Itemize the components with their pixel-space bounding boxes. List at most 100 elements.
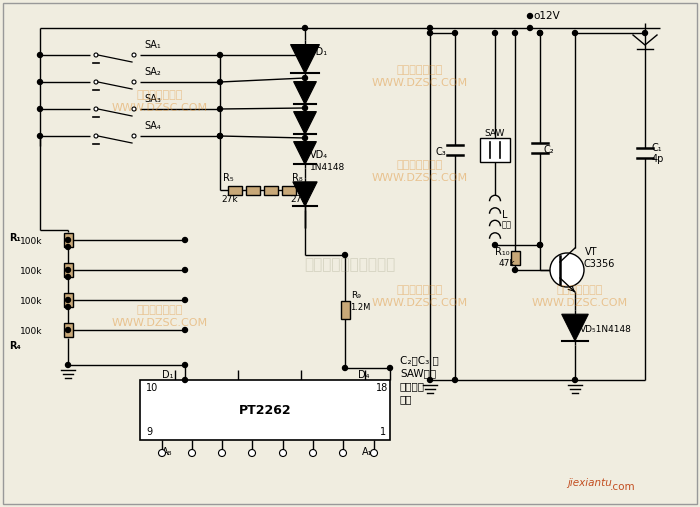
Bar [264,186,278,195]
Bar [340,301,349,319]
Circle shape [218,53,223,57]
Circle shape [132,53,136,57]
Bar [480,138,510,162]
Text: 选用: 选用 [400,394,412,404]
Circle shape [302,135,307,140]
Circle shape [66,305,71,309]
Circle shape [218,133,223,138]
Text: 维库电子市场网: 维库电子市场网 [556,285,603,295]
Text: 18: 18 [376,383,389,393]
Circle shape [66,244,71,249]
Circle shape [218,80,223,85]
Text: 所用频率: 所用频率 [400,381,425,391]
Text: .com: .com [610,482,636,492]
Circle shape [188,450,195,456]
Text: 27k: 27k [221,196,237,204]
Circle shape [158,450,165,456]
Text: 1.2M: 1.2M [350,304,370,312]
Text: 47k: 47k [499,260,516,269]
Circle shape [388,366,393,371]
Text: SA₂: SA₂ [144,67,161,77]
Text: jiexiantu: jiexiantu [568,478,612,488]
Circle shape [512,268,517,272]
Circle shape [573,378,577,382]
Text: 27k: 27k [290,196,307,204]
Text: R₉: R₉ [351,291,361,300]
Circle shape [94,107,98,111]
Circle shape [38,133,43,138]
Text: VD₅1N4148: VD₅1N4148 [580,325,632,335]
Circle shape [342,366,347,371]
Text: C₂: C₂ [544,145,554,155]
Text: o12V: o12V [533,11,560,21]
Circle shape [94,53,98,57]
Circle shape [538,30,542,35]
Circle shape [279,450,286,456]
Circle shape [183,363,188,368]
Text: R₁₀: R₁₀ [495,247,510,257]
Text: C3356: C3356 [583,259,615,269]
Text: WWW.DZSC.COM: WWW.DZSC.COM [532,298,628,308]
Text: 4p: 4p [652,154,664,164]
Text: 1N4148: 1N4148 [310,163,345,171]
Circle shape [132,134,136,138]
Circle shape [302,76,307,81]
Text: A₁: A₁ [362,447,372,457]
Text: 维库电子市场网: 维库电子市场网 [397,160,443,170]
Text: 维库电子市场网: 维库电子市场网 [397,65,443,75]
Circle shape [66,274,71,279]
Text: WWW.DZSC.COM: WWW.DZSC.COM [112,318,208,328]
Polygon shape [293,82,316,104]
Circle shape [309,450,316,456]
Text: D₁: D₁ [162,370,174,380]
Circle shape [643,30,648,35]
Circle shape [528,14,533,18]
Circle shape [218,106,223,112]
Text: VT: VT [585,247,598,257]
Circle shape [340,450,346,456]
Text: PT2262: PT2262 [239,404,291,416]
Circle shape [66,237,71,242]
Bar [64,293,73,307]
Circle shape [302,105,307,111]
Text: 1: 1 [380,427,386,437]
Circle shape [452,378,458,382]
Text: 印制: 印制 [502,221,512,230]
Circle shape [38,80,43,85]
Text: SA₃: SA₃ [144,94,161,104]
Circle shape [302,188,307,193]
Text: VD₁: VD₁ [310,47,328,57]
Bar [228,186,242,195]
Text: 9: 9 [146,427,152,437]
Bar [64,233,73,247]
Circle shape [538,242,542,247]
Text: 维库电子市场网: 维库电子市场网 [136,90,183,100]
Circle shape [428,30,433,35]
Circle shape [66,298,71,303]
Bar [282,186,296,195]
Bar [64,263,73,277]
Text: C₁: C₁ [652,143,663,153]
Text: C₂、C₃ 及: C₂、C₃ 及 [400,355,439,365]
Text: R₈: R₈ [292,173,302,183]
Circle shape [370,450,377,456]
Bar [510,251,519,265]
Text: 100k: 100k [20,237,43,246]
Text: 维库电子市场网: 维库电子市场网 [397,285,443,295]
Polygon shape [293,182,317,206]
Circle shape [183,237,188,242]
Text: 100k: 100k [20,328,43,337]
Circle shape [94,134,98,138]
Text: R₄: R₄ [9,341,21,351]
Circle shape [218,133,223,138]
Circle shape [550,253,584,287]
Text: 维库电子市场网: 维库电子市场网 [136,305,183,315]
Circle shape [183,378,188,382]
Text: L: L [502,210,508,220]
Circle shape [452,30,458,35]
Text: 杭州洛睿科技有限公司: 杭州洛睿科技有限公司 [304,258,395,272]
Text: SAW: SAW [485,128,505,137]
Text: D₄: D₄ [358,370,370,380]
Text: R₁: R₁ [9,233,21,243]
Circle shape [573,30,577,35]
